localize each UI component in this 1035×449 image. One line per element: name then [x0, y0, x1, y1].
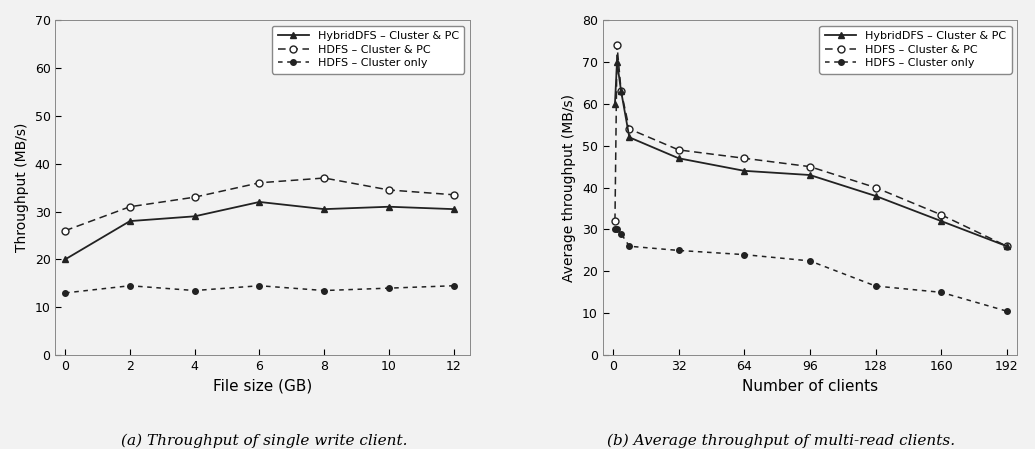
Y-axis label: Throughput (MB/s): Throughput (MB/s): [14, 123, 29, 252]
HDFS – Cluster & PC: [124, 204, 137, 209]
HybridDFS – Cluster & PC: [318, 207, 330, 212]
HDFS – Cluster & PC: [673, 147, 685, 153]
HDFS – Cluster only: [318, 288, 330, 293]
Line: HDFS – Cluster only: HDFS – Cluster only: [62, 283, 456, 296]
Line: HybridDFS – Cluster & PC: HybridDFS – Cluster & PC: [62, 198, 457, 263]
HDFS – Cluster & PC: [738, 155, 750, 161]
HybridDFS – Cluster & PC: [869, 193, 882, 198]
HybridDFS – Cluster & PC: [804, 172, 817, 178]
HDFS – Cluster & PC: [804, 164, 817, 169]
HDFS – Cluster & PC: [869, 185, 882, 190]
HDFS – Cluster only: [188, 288, 201, 293]
HybridDFS – Cluster & PC: [738, 168, 750, 173]
Line: HybridDFS – Cluster & PC: HybridDFS – Cluster & PC: [612, 58, 1010, 250]
Text: (b) Average throughput of multi-read clients.: (b) Average throughput of multi-read cli…: [608, 433, 955, 448]
HDFS – Cluster only: [447, 283, 460, 288]
HybridDFS – Cluster & PC: [673, 155, 685, 161]
HDFS – Cluster only: [738, 252, 750, 257]
Legend: HybridDFS – Cluster & PC, HDFS – Cluster & PC, HDFS – Cluster only: HybridDFS – Cluster & PC, HDFS – Cluster…: [820, 26, 1011, 74]
HDFS – Cluster & PC: [254, 180, 266, 185]
HybridDFS – Cluster & PC: [383, 204, 395, 209]
HDFS – Cluster only: [869, 283, 882, 289]
HybridDFS – Cluster & PC: [623, 135, 635, 140]
HDFS – Cluster only: [59, 290, 71, 295]
X-axis label: File size (GB): File size (GB): [213, 379, 313, 394]
HDFS – Cluster only: [804, 258, 817, 264]
HDFS – Cluster & PC: [611, 43, 623, 48]
Legend: HybridDFS – Cluster & PC, HDFS – Cluster & PC, HDFS – Cluster only: HybridDFS – Cluster & PC, HDFS – Cluster…: [272, 26, 465, 74]
X-axis label: Number of clients: Number of clients: [742, 379, 878, 394]
HDFS – Cluster only: [935, 290, 947, 295]
HDFS – Cluster only: [383, 286, 395, 291]
HDFS – Cluster only: [673, 248, 685, 253]
HDFS – Cluster only: [609, 227, 621, 232]
HDFS – Cluster & PC: [447, 192, 460, 198]
Line: HDFS – Cluster & PC: HDFS – Cluster & PC: [612, 42, 1010, 250]
HDFS – Cluster only: [124, 283, 137, 288]
HDFS – Cluster only: [623, 243, 635, 249]
HybridDFS – Cluster & PC: [254, 199, 266, 205]
HybridDFS – Cluster & PC: [188, 214, 201, 219]
HDFS – Cluster & PC: [935, 212, 947, 217]
HDFS – Cluster & PC: [615, 88, 627, 94]
HybridDFS – Cluster & PC: [447, 207, 460, 212]
HDFS – Cluster only: [254, 283, 266, 288]
HybridDFS – Cluster & PC: [611, 59, 623, 65]
HDFS – Cluster & PC: [609, 218, 621, 224]
Line: HDFS – Cluster & PC: HDFS – Cluster & PC: [62, 175, 457, 234]
Line: HDFS – Cluster only: HDFS – Cluster only: [612, 227, 1010, 314]
HybridDFS – Cluster & PC: [935, 218, 947, 224]
HDFS – Cluster & PC: [623, 126, 635, 132]
HDFS – Cluster & PC: [59, 228, 71, 233]
HDFS – Cluster & PC: [1001, 243, 1013, 249]
HybridDFS – Cluster & PC: [609, 101, 621, 106]
HDFS – Cluster & PC: [318, 175, 330, 180]
HybridDFS – Cluster & PC: [59, 257, 71, 262]
HDFS – Cluster only: [1001, 308, 1013, 314]
HDFS – Cluster & PC: [383, 187, 395, 193]
Y-axis label: Average throughput (MB/s): Average throughput (MB/s): [562, 93, 576, 282]
Text: (a) Throughput of single write client.: (a) Throughput of single write client.: [121, 433, 407, 448]
HDFS – Cluster only: [611, 227, 623, 232]
HDFS – Cluster only: [615, 231, 627, 236]
HybridDFS – Cluster & PC: [124, 218, 137, 224]
HDFS – Cluster & PC: [188, 194, 201, 200]
HybridDFS – Cluster & PC: [615, 88, 627, 94]
HybridDFS – Cluster & PC: [1001, 243, 1013, 249]
